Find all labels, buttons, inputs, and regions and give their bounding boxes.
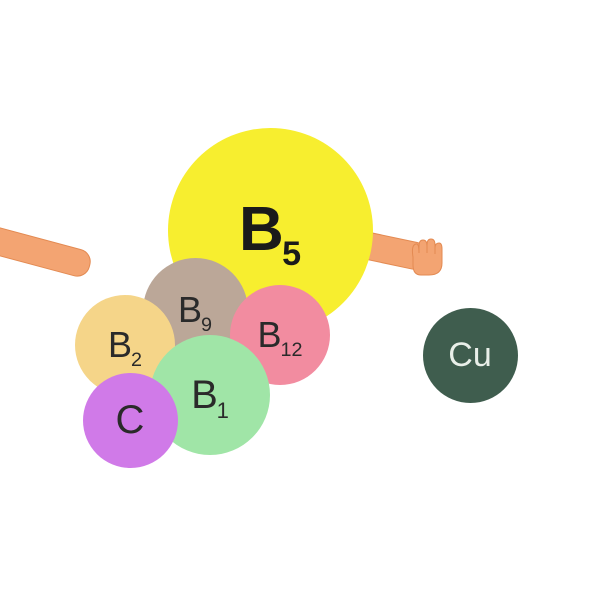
label-sub: 1 bbox=[217, 398, 229, 423]
circle-cu: Cu bbox=[423, 308, 518, 403]
circle-b5-label: B5 bbox=[239, 199, 301, 261]
label-sub: 5 bbox=[282, 235, 301, 273]
label-sub: 9 bbox=[201, 314, 212, 336]
label-main: B bbox=[108, 324, 132, 365]
circle-cu-label: Cu bbox=[448, 338, 491, 372]
label-main: B bbox=[191, 373, 218, 417]
label-main: Cu bbox=[448, 336, 491, 374]
circle-b1-label: B1 bbox=[191, 375, 229, 415]
circle-c: C bbox=[83, 373, 178, 468]
circle-b2-label: B2 bbox=[108, 327, 142, 363]
left-arm bbox=[0, 221, 94, 280]
label-sub: 2 bbox=[131, 349, 142, 371]
circle-b9-label: B9 bbox=[178, 292, 212, 328]
label-main: B bbox=[239, 195, 284, 264]
circle-c-label: C bbox=[116, 400, 145, 440]
label-sub: 12 bbox=[281, 339, 303, 361]
label-main: B bbox=[178, 289, 202, 330]
diagram-stage: B5B9B12B2B1CCu bbox=[0, 0, 591, 600]
right-hand-icon bbox=[403, 235, 447, 284]
label-main: C bbox=[116, 398, 145, 442]
circle-b12-label: B12 bbox=[257, 317, 302, 353]
label-main: B bbox=[257, 314, 281, 355]
